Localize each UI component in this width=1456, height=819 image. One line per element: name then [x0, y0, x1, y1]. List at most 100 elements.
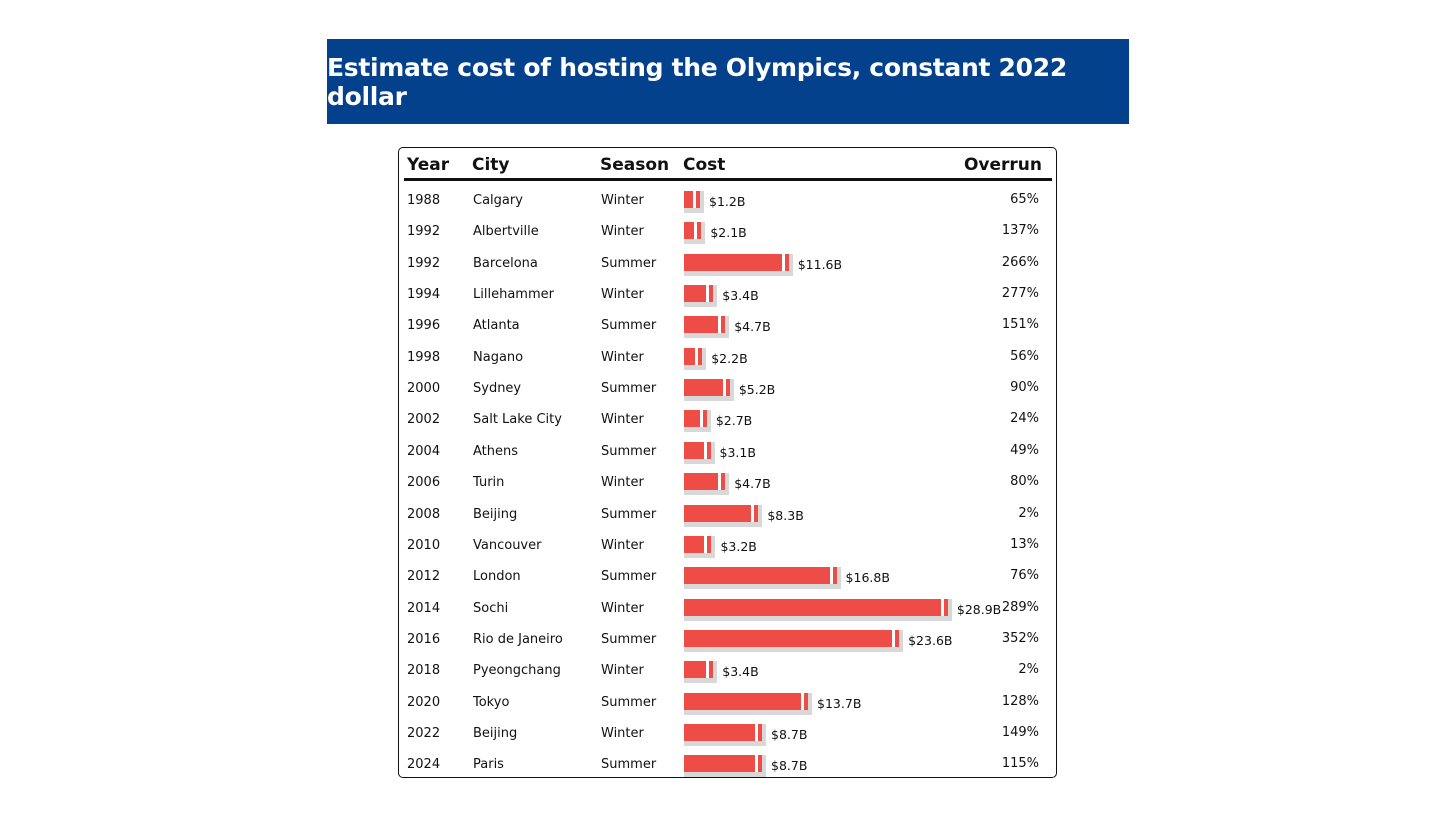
cost-label: $4.7B [734, 476, 771, 492]
cost-label: $8.7B [771, 758, 808, 774]
cell-city: Salt Lake City [473, 412, 562, 428]
cell-season: Summer [601, 757, 657, 773]
cell-season: Winter [601, 349, 644, 365]
cell-overrun: 65% [1010, 192, 1039, 207]
cell-season: Winter [601, 725, 644, 741]
cell-season: Winter [601, 193, 644, 208]
cost-label: $11.6B [797, 256, 843, 272]
cost-label: $16.8B [845, 570, 890, 586]
cell-season: Summer [601, 506, 657, 522]
title-banner: Estimate cost of hosting the Olympics, c… [327, 39, 1129, 124]
cell-season: Winter [601, 287, 644, 303]
cost-bar-marker [755, 755, 759, 773]
cost-bar-marker [703, 441, 707, 459]
cell-overrun: 149% [1001, 724, 1039, 740]
header-divider [404, 178, 1052, 181]
cell-city: Sydney [473, 381, 522, 397]
cost-bar-marker [751, 504, 755, 522]
cell-season: Winter [601, 224, 644, 240]
cost-bar-marker [706, 661, 710, 679]
cell-city: Sochi [473, 600, 509, 616]
cell-city: Athens [473, 443, 519, 459]
cell-season: Summer [601, 443, 657, 459]
cell-city: Vancouver [473, 537, 542, 553]
chart-title: Estimate cost of hosting the Olympics, c… [327, 52, 1067, 111]
cell-overrun: 128% [1001, 693, 1039, 709]
cost-bar-marker [704, 535, 708, 553]
cost-bar-marker [699, 410, 703, 428]
cell-overrun: 137% [1001, 223, 1039, 239]
cell-year: 2002 [407, 412, 441, 428]
cost-bar-marker [940, 598, 944, 616]
cell-city: Tokyo [473, 694, 510, 710]
cell-season: Summer [601, 631, 657, 647]
cost-bar [684, 692, 809, 710]
cell-year: 1992 [407, 224, 441, 240]
cell-season: Winter [601, 475, 644, 491]
cost-bar-marker [829, 567, 833, 585]
cell-overrun: 56% [1010, 348, 1039, 364]
cost-bar [684, 191, 700, 208]
column-header-season: Season [600, 155, 670, 175]
cell-city: Lillehammer [473, 287, 554, 303]
cell-year: 1992 [407, 255, 441, 271]
cell-overrun: 352% [1001, 630, 1039, 646]
cost-label: $3.4B [722, 288, 759, 304]
cell-season: Summer [601, 694, 657, 710]
cell-overrun: 289% [1001, 599, 1039, 615]
cell-overrun: 2% [1018, 505, 1039, 521]
cost-bar-marker [694, 222, 698, 240]
cost-label: $3.2B [720, 538, 757, 554]
cell-season: Summer [601, 318, 657, 334]
cell-city: London [473, 569, 521, 585]
cell-season: Summer [601, 569, 657, 585]
cost-label: $8.7B [771, 726, 808, 742]
cost-bar-marker [722, 379, 726, 397]
cell-season: Summer [601, 255, 657, 271]
cell-year: 2024 [407, 757, 441, 773]
cell-city: Beijing [473, 725, 518, 741]
cell-season: Winter [601, 600, 644, 616]
column-header-cost: Cost [683, 155, 726, 175]
cell-year: 2022 [407, 725, 441, 741]
cost-bar-marker [892, 629, 896, 647]
cost-bar [684, 661, 714, 679]
cost-bar [684, 410, 707, 428]
cost-bar [684, 222, 702, 240]
cell-city: Atlanta [473, 318, 520, 334]
cost-bar [684, 629, 900, 647]
cell-overrun: 76% [1010, 568, 1039, 584]
cell-city: Albertville [473, 224, 539, 240]
cost-label: $2.1B [710, 225, 747, 241]
cost-bar [684, 567, 837, 585]
cost-bar [684, 598, 948, 616]
cell-year: 2004 [407, 443, 441, 459]
cost-label: $2.7B [715, 413, 753, 429]
cell-season: Winter [601, 663, 644, 679]
cell-year: 2012 [407, 569, 441, 585]
cell-city: Calgary [473, 193, 523, 208]
cell-year: 1994 [407, 287, 441, 303]
cell-overrun: 151% [1001, 317, 1039, 333]
cost-bar-marker [693, 191, 696, 208]
cost-label: $23.6B [908, 632, 953, 648]
cell-season: Winter [601, 537, 644, 553]
cell-year: 2010 [407, 537, 441, 553]
cell-season: Summer [601, 381, 657, 397]
cost-label: $13.7B [817, 695, 862, 711]
cost-label: $5.2B [738, 382, 776, 398]
cost-bar-marker [755, 723, 759, 741]
cost-bar [684, 755, 763, 773]
column-header-year: Year [407, 155, 450, 175]
cell-overrun: 115% [1001, 756, 1039, 772]
cost-bar [684, 316, 726, 334]
cell-year: 2018 [407, 663, 441, 679]
cell-season: Winter [601, 412, 644, 428]
data-table [398, 147, 1057, 778]
cell-overrun: 90% [1010, 380, 1039, 396]
cell-overrun: 13% [1010, 536, 1039, 552]
cost-bar [684, 441, 711, 459]
cell-city: Barcelona [473, 255, 538, 271]
cell-overrun: 49% [1010, 442, 1039, 458]
cell-year: 1988 [407, 193, 441, 208]
